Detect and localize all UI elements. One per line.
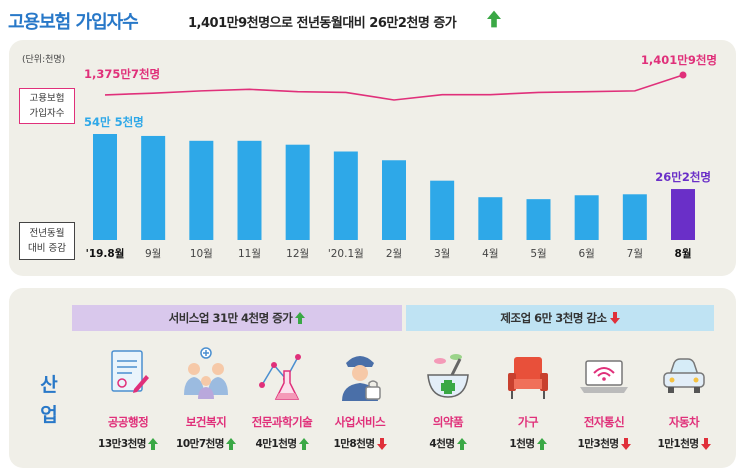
- bar: [671, 189, 695, 240]
- up-arrow-icon: [456, 437, 467, 450]
- industry-item-pharmaceuticals: 의약품 4천명: [405, 345, 491, 451]
- industry-item-science-tech: 전문과학기술 4만1천명: [239, 345, 325, 451]
- flask-icon: [259, 354, 301, 400]
- x-tick-label: 8월: [675, 247, 692, 260]
- industry-item-electronics: 전자통신 1만3천명: [561, 345, 647, 451]
- up-arrow-icon: [147, 437, 158, 450]
- unit-label: (단위:천명): [22, 55, 66, 65]
- bar: [237, 140, 262, 240]
- bar: [526, 199, 551, 240]
- bar: [382, 160, 406, 240]
- industry-item-value: 13만3천명: [98, 438, 146, 450]
- x-tick-label: 2월: [386, 248, 402, 260]
- industry-item-name: 가구: [517, 415, 539, 429]
- x-tick-label: 7월: [627, 248, 643, 260]
- bar-data-label: 54만 5천명: [84, 115, 144, 129]
- line-series-label-line2: 가입자수: [29, 108, 65, 119]
- bar: [430, 180, 455, 240]
- down-arrow-icon: [376, 437, 387, 450]
- bar: [189, 140, 214, 240]
- bar-series-label: 전년동월 대비 증감: [19, 222, 75, 260]
- industry-item-value: 4천명: [429, 438, 455, 450]
- industry-item-name: 의약품: [432, 415, 464, 429]
- bar: [141, 135, 166, 240]
- bar: [93, 134, 117, 240]
- document-icon: [111, 350, 149, 393]
- x-tick-label: 9월: [145, 248, 161, 260]
- chart-panel: [9, 40, 736, 276]
- industry-item-public-admin: 공공행정 13만3천명: [85, 345, 171, 451]
- x-tick-label: 12월: [286, 248, 309, 260]
- industry-item-business-services: 사업서비스 1만8천명: [317, 345, 403, 451]
- line-series-label: 고용보험 가입자수: [19, 88, 75, 124]
- industry-item-name: 보건복지: [185, 415, 227, 429]
- industry-item-name: 전자통신: [583, 415, 625, 429]
- industry-item-value: 1만1천명: [657, 438, 699, 450]
- up-arrow-icon: [536, 437, 547, 450]
- bar-data-label: 26만2천명: [655, 170, 711, 184]
- industry-item-value: 1만8천명: [333, 438, 375, 450]
- line-series: [104, 74, 684, 101]
- line-data-label: 1,375만7천명: [84, 67, 160, 81]
- industry-item-furniture: 가구 1천명: [485, 345, 571, 451]
- x-tick-label: 10월: [190, 248, 213, 260]
- down-arrow-icon: [620, 437, 631, 450]
- bar: [333, 151, 358, 240]
- line-series-label-line1: 고용보험: [29, 93, 65, 104]
- x-tick-label: 4월: [482, 248, 498, 260]
- up-arrow-icon: [487, 10, 501, 28]
- page-subtitle: 1,401만9천명으로 전년동월대비 26만2천명 증가: [188, 16, 457, 31]
- service-sector-text: 서비스업 31만 4천명 증가: [168, 311, 293, 325]
- bar: [574, 195, 599, 240]
- bar-series-label-line1: 전년동월: [29, 228, 65, 239]
- industry-item-value: 1천명: [509, 438, 535, 450]
- bar-series-label-line2: 대비 증감: [28, 243, 66, 254]
- up-arrow-icon: [225, 437, 236, 450]
- x-tick-label: 3월: [434, 248, 450, 260]
- armchair-icon: [508, 357, 548, 399]
- up-arrow-icon: [295, 312, 306, 324]
- car-icon: [663, 358, 705, 393]
- line-point: [679, 71, 687, 79]
- industry-label-char2: 업: [40, 404, 58, 426]
- industry-item-name: 자동차: [668, 415, 700, 429]
- industry-item-value: 10만7천명: [176, 438, 224, 450]
- industry-item-value: 4만1천명: [255, 438, 297, 450]
- wifi-laptop-icon: [580, 360, 628, 393]
- manufacturing-sector-text: 제조업 6만 3천명 감소: [500, 311, 607, 325]
- up-arrow-icon: [298, 437, 309, 450]
- industry-item-name: 사업서비스: [334, 415, 386, 429]
- manufacturing-sector-band: 제조업 6만 3천명 감소: [406, 305, 714, 331]
- down-arrow-icon: [609, 312, 620, 324]
- chart: 1,375만7천명 1,401만9천명 54만 5천명 26만2천명 '19.8월 9월 1…: [84, 53, 717, 260]
- service-sector-band: 서비스업 31만 4천명 증가: [72, 305, 402, 331]
- x-tick-label: 6월: [578, 248, 594, 260]
- industry-label-char1: 산: [40, 374, 58, 396]
- industry-item-name: 전문과학기술: [251, 415, 313, 429]
- bar: [285, 144, 310, 240]
- x-tick-label: 11월: [238, 248, 261, 260]
- down-arrow-icon: [700, 437, 711, 450]
- x-tick-label: '20.1월: [328, 248, 364, 260]
- bar: [622, 194, 647, 240]
- mortar-pestle-icon: [427, 354, 469, 398]
- family-icon: [184, 347, 228, 399]
- security-guard-icon: [342, 356, 381, 401]
- industry-item-value: 1만3천명: [577, 438, 619, 450]
- industry-item-automobile: 자동차 1만1천명: [641, 345, 727, 451]
- industry-item-health-welfare: 보건복지 10만7천명: [163, 345, 249, 451]
- industry-item-name: 공공행정: [107, 415, 149, 429]
- industry-label: 산 업: [36, 370, 62, 430]
- page-title: 고용보험 가입자수: [8, 12, 139, 33]
- bar: [478, 197, 503, 240]
- x-tick-label: '19.8월: [86, 247, 125, 260]
- x-tick-label: 5월: [530, 248, 546, 260]
- line-data-label: 1,401만9천명: [641, 53, 717, 67]
